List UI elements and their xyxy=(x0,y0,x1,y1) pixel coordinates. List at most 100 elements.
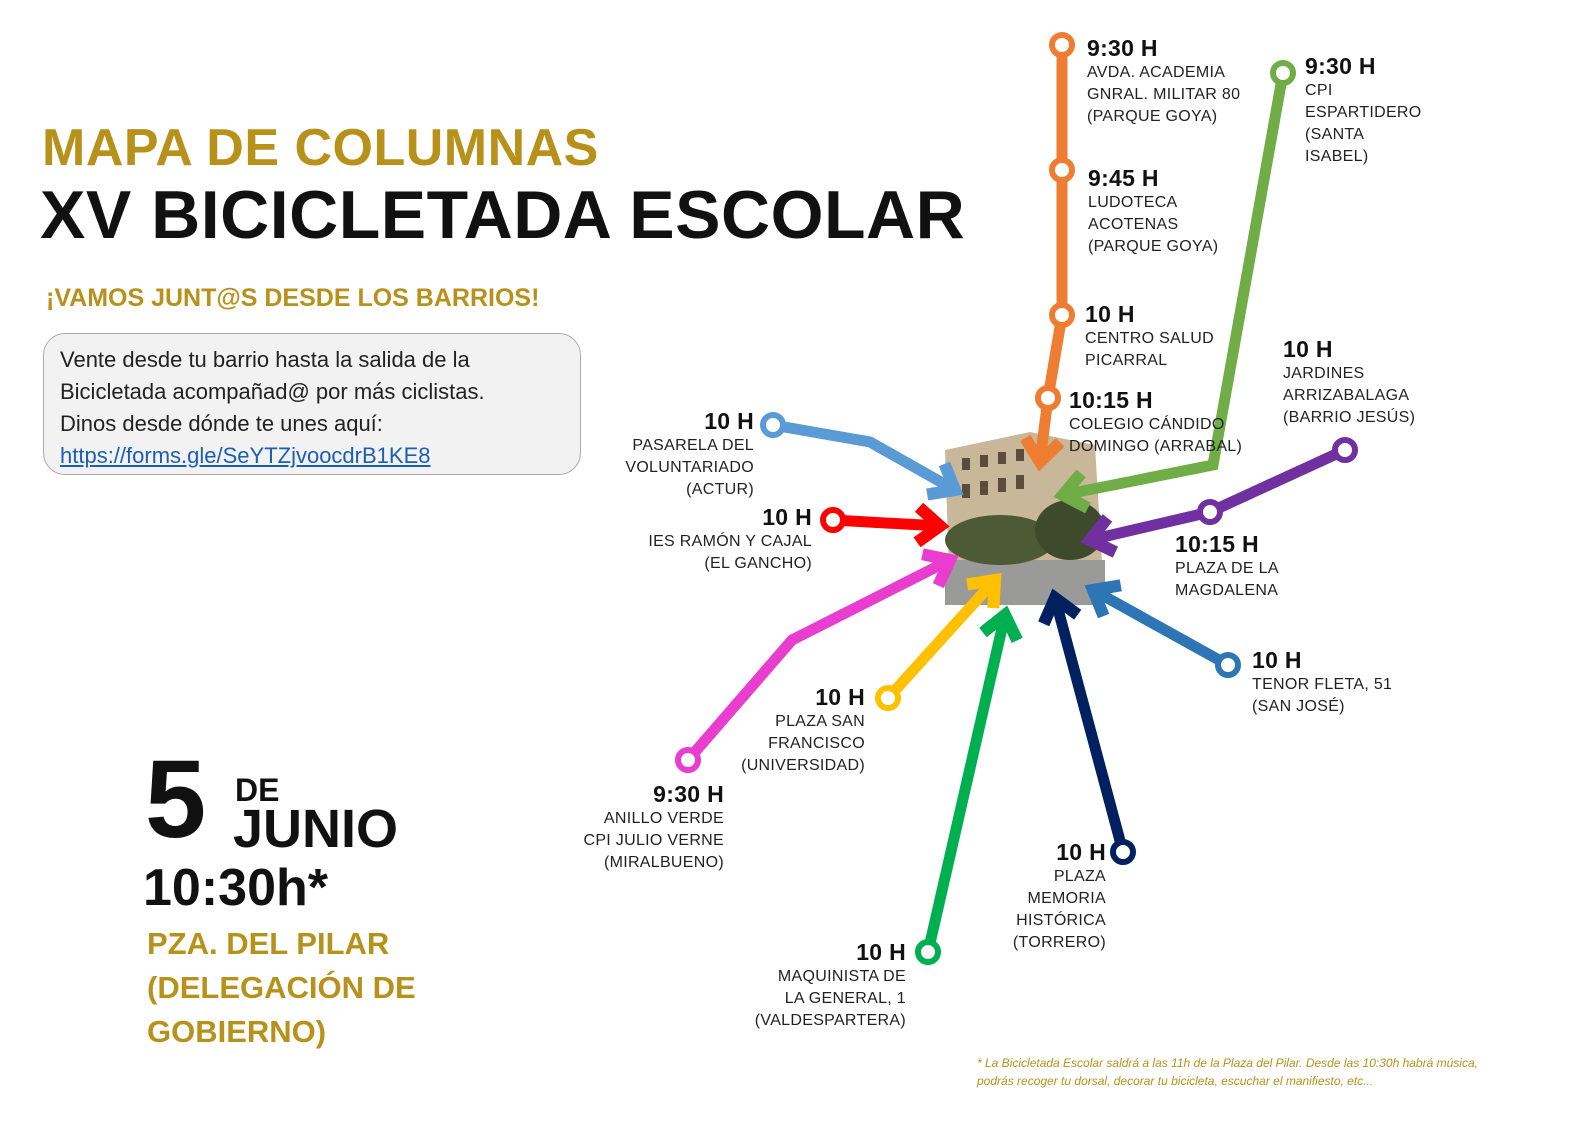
stop-time: 9:30 H xyxy=(1087,35,1158,61)
stop-name-line: ANILLO VERDE xyxy=(603,810,724,827)
stop-name-line: MAGDALENA xyxy=(1175,582,1279,599)
stop-marker xyxy=(1197,499,1223,525)
stop-name-line: (ACTUR) xyxy=(686,481,754,498)
stop-label: 10 H MAQUINISTA DE LA GENERAL, 1 (VALDESPAR… xyxy=(755,938,906,1032)
stop-name-line: VOLUNTARIADO xyxy=(625,459,754,476)
stop-marker xyxy=(760,412,786,438)
stop-name-line: (EL GANCHO) xyxy=(704,555,812,572)
stop-time: 10 H xyxy=(1056,839,1106,865)
route-navy xyxy=(1055,598,1129,854)
stop-time: 9:45 H xyxy=(1088,165,1159,191)
stop-label: 10 H PASARELA DEL VOLUNTARIADO (ACTUR) xyxy=(625,407,754,501)
stop-marker xyxy=(820,507,846,533)
info-box: Vente desde tu barrio hasta la salida de… xyxy=(43,333,581,475)
stop-name-line: (VALDESPARTERA) xyxy=(754,1012,906,1029)
info-line-3: Dinos desde dónde te unes aquí: xyxy=(60,411,383,436)
stop-name-line: CPI xyxy=(1305,82,1333,99)
event-month: JUNIO xyxy=(233,799,399,859)
place-line-3: GOBIERNO) xyxy=(147,1014,327,1049)
route-yellow xyxy=(883,580,995,702)
footnote-line-2: podrás recoger tu dorsal, decorar tu bic… xyxy=(977,1074,1374,1088)
stop-name-line: COLEGIO CÁNDIDO xyxy=(1069,416,1225,433)
stop-marker xyxy=(1049,32,1075,58)
route-steel-blue xyxy=(1093,590,1231,670)
info-line-2: Bicicletada acompañad@ por más ciclistas… xyxy=(60,379,485,404)
stop-label: 10 H IES RAMÓN Y CAJAL (EL GANCHO) xyxy=(648,503,812,575)
stop-time: 10 H xyxy=(762,504,812,530)
stop-marker xyxy=(675,747,701,773)
subtitle: ¡VAMOS JUNT@S DESDE LOS BARRIOS! xyxy=(46,284,540,312)
stop-label: 10 H PLAZA MEMORIA HISTÓRICA (TORRERO) xyxy=(1013,838,1106,954)
stop-time: 10 H xyxy=(1085,301,1135,327)
route-green xyxy=(922,615,1005,954)
footnote: * La Bicicletada Escolar saldrá a las 11… xyxy=(977,1054,1517,1090)
stop-label: 10:15 H PLAZA DE LA MAGDALENA xyxy=(1175,530,1279,602)
stop-marker xyxy=(1332,437,1358,463)
stop-name-line: ACOTENAS xyxy=(1088,216,1179,233)
stop-time: 9:30 H xyxy=(1305,53,1376,79)
footnote-line-1: * La Bicicletada Escolar saldrá a las 11… xyxy=(977,1056,1478,1070)
stop-name-line: (PARQUE GOYA) xyxy=(1087,108,1218,125)
place-line-2: (DELEGACIÓN DE xyxy=(147,970,416,1005)
stop-name-line: (PARQUE GOYA) xyxy=(1088,238,1219,255)
stop-label: 10 H CENTRO SALUD PICARRAL xyxy=(1085,300,1214,372)
stop-name-line: ISABEL) xyxy=(1305,148,1369,165)
stop-time: 10 H xyxy=(815,684,865,710)
stop-label: 10 H JARDINES ARRIZABALAGA (BARRIO JESÚS) xyxy=(1283,335,1415,429)
stop-marker xyxy=(1049,302,1075,328)
stop-name-line: MAQUINISTA DE xyxy=(777,968,906,985)
stop-name-line: CENTRO SALUD xyxy=(1085,330,1214,347)
title-line-1: MAPA DE COLUMNAS xyxy=(42,119,599,177)
stop-time: 10 H xyxy=(1252,647,1302,673)
event-place: PZA. DEL PILAR (DELEGACIÓN DE GOBIERNO) xyxy=(147,922,416,1054)
route-magenta xyxy=(683,560,950,764)
stop-marker xyxy=(1049,157,1075,183)
stop-time: 10:15 H xyxy=(1175,531,1259,557)
stop-marker xyxy=(915,939,941,965)
stop-name-line: PLAZA xyxy=(1053,868,1106,885)
stop-name-line: PICARRAL xyxy=(1085,352,1168,369)
stop-label: 9:45 H LUDOTECA ACOTENAS (PARQUE GOYA) xyxy=(1088,164,1218,258)
stop-label: 9:30 H CPI ESPARTIDERO (SANTA ISABEL) xyxy=(1305,52,1422,168)
stop-marker xyxy=(1110,839,1136,865)
stop-name-line: (SAN JOSÉ) xyxy=(1252,698,1345,715)
stop-marker xyxy=(875,685,901,711)
stop-name-line: (BARRIO JESÚS) xyxy=(1283,409,1416,426)
title-line-2: XV BICICLETADA ESCOLAR xyxy=(40,177,966,253)
stop-name-line: TENOR FLETA, 51 xyxy=(1252,676,1393,693)
stop-name-line: (MIRALBUENO) xyxy=(603,854,724,871)
place-line-1: PZA. DEL PILAR xyxy=(147,926,390,961)
stop-name-line: CPI JULIO VERNE xyxy=(583,832,724,849)
form-link[interactable]: https://forms.gle/SeYTZjvoocdrB1KE8 xyxy=(60,443,431,468)
stop-time: 10 H xyxy=(856,939,906,965)
stop-name-line: LA GENERAL, 1 xyxy=(784,990,906,1007)
stop-label: 10:15 H COLEGIO CÁNDIDO DOMINGO (ARRABAL) xyxy=(1069,386,1242,458)
stop-name-line: PLAZA SAN xyxy=(775,713,865,730)
stop-name-line: JARDINES xyxy=(1283,365,1365,382)
event-de: DE xyxy=(235,772,280,808)
stop-marker xyxy=(1270,60,1296,86)
stop-name-line: (SANTA xyxy=(1305,126,1365,143)
stop-time: 10 H xyxy=(704,408,754,434)
stop-label: 10 H TENOR FLETA, 51 (SAN JOSÉ) xyxy=(1252,646,1392,718)
stop-name-line: ESPARTIDERO xyxy=(1305,104,1422,121)
stop-name-line: IES RAMÓN Y CAJAL xyxy=(648,533,812,550)
stop-time: 10:15 H xyxy=(1069,387,1153,413)
info-line-1: Vente desde tu barrio hasta la salida de… xyxy=(60,347,470,372)
route-red xyxy=(832,520,940,526)
stop-name-line: FRANCISCO xyxy=(768,735,865,752)
stop-time: 9:30 H xyxy=(653,781,724,807)
stop-name-line: (UNIVERSIDAD) xyxy=(741,757,865,774)
stop-name-line: (TORRERO) xyxy=(1012,934,1106,951)
stop-marker xyxy=(1035,385,1061,411)
stop-name-line: GNRAL. MILITAR 80 xyxy=(1087,86,1241,103)
stop-name-line: LUDOTECA xyxy=(1088,194,1178,211)
stop-name-line: PASARELA DEL xyxy=(632,437,754,454)
stop-label: 9:30 H ANILLO VERDE CPI JULIO VERNE (MIRALB… xyxy=(583,780,724,874)
stop-name-line: HISTÓRICA xyxy=(1016,912,1106,929)
stop-name-line: PLAZA DE LA xyxy=(1175,560,1279,577)
stop-name-line: DOMINGO (ARRABAL) xyxy=(1069,438,1243,455)
route-light-blue xyxy=(772,419,955,490)
stop-marker xyxy=(1215,652,1241,678)
